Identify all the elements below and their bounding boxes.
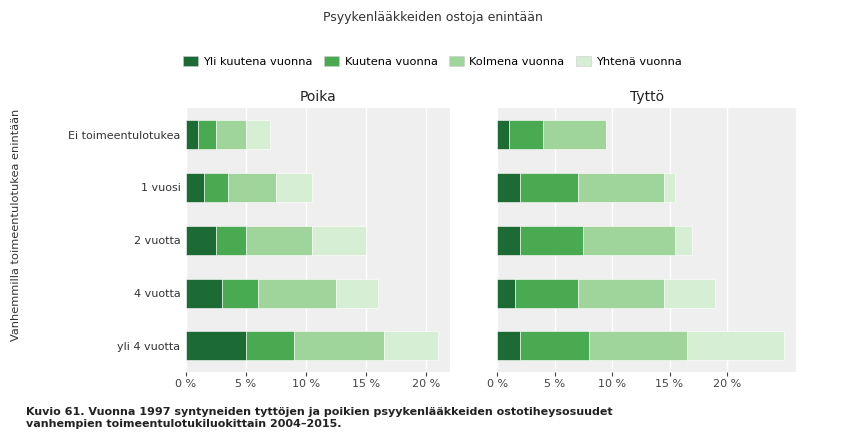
Bar — [186, 120, 198, 149]
Bar — [186, 331, 246, 361]
Bar — [521, 226, 584, 255]
Bar — [384, 331, 438, 361]
Bar — [584, 226, 676, 255]
Bar — [294, 331, 384, 361]
Bar — [687, 331, 785, 361]
Bar — [497, 278, 515, 308]
Text: Vanhemmilla toimeentulotukea enintään: Vanhemmilla toimeentulotukea enintään — [10, 109, 21, 341]
Bar — [246, 331, 294, 361]
Bar — [222, 278, 258, 308]
Bar — [497, 173, 521, 202]
Bar — [228, 173, 276, 202]
Bar — [509, 120, 543, 149]
Bar — [497, 120, 509, 149]
Bar — [186, 226, 216, 255]
Bar — [663, 173, 676, 202]
Bar — [515, 278, 578, 308]
Bar — [204, 173, 228, 202]
Text: Psyykenlääkkeiden ostoja enintään: Psyykenlääkkeiden ostoja enintään — [323, 11, 542, 24]
Bar — [246, 226, 312, 255]
Bar — [497, 226, 521, 255]
Bar — [676, 226, 693, 255]
Bar — [578, 173, 663, 202]
Text: Kuvio 61. Vuonna 1997 syntyneiden tyttöjen ja poikien psyykenlääkkeiden ostotihe: Kuvio 61. Vuonna 1997 syntyneiden tyttöj… — [26, 407, 612, 429]
Bar — [336, 278, 378, 308]
Bar — [216, 226, 246, 255]
Bar — [543, 120, 606, 149]
Bar — [276, 173, 312, 202]
Bar — [497, 331, 521, 361]
Bar — [258, 278, 336, 308]
Legend: Yli kuutena vuonna, Kuutena vuonna, Kolmena vuonna, Yhtenä vuonna: Yli kuutena vuonna, Kuutena vuonna, Kolm… — [178, 51, 687, 71]
Bar — [186, 278, 222, 308]
Bar — [198, 120, 216, 149]
Bar — [521, 331, 589, 361]
Title: Tyttö: Tyttö — [630, 90, 663, 104]
Bar — [663, 278, 715, 308]
Bar — [216, 120, 246, 149]
Bar — [578, 278, 663, 308]
Title: Poika: Poika — [299, 90, 336, 104]
Bar — [186, 173, 204, 202]
Bar — [246, 120, 270, 149]
Bar — [589, 331, 687, 361]
Bar — [312, 226, 366, 255]
Bar — [521, 173, 578, 202]
